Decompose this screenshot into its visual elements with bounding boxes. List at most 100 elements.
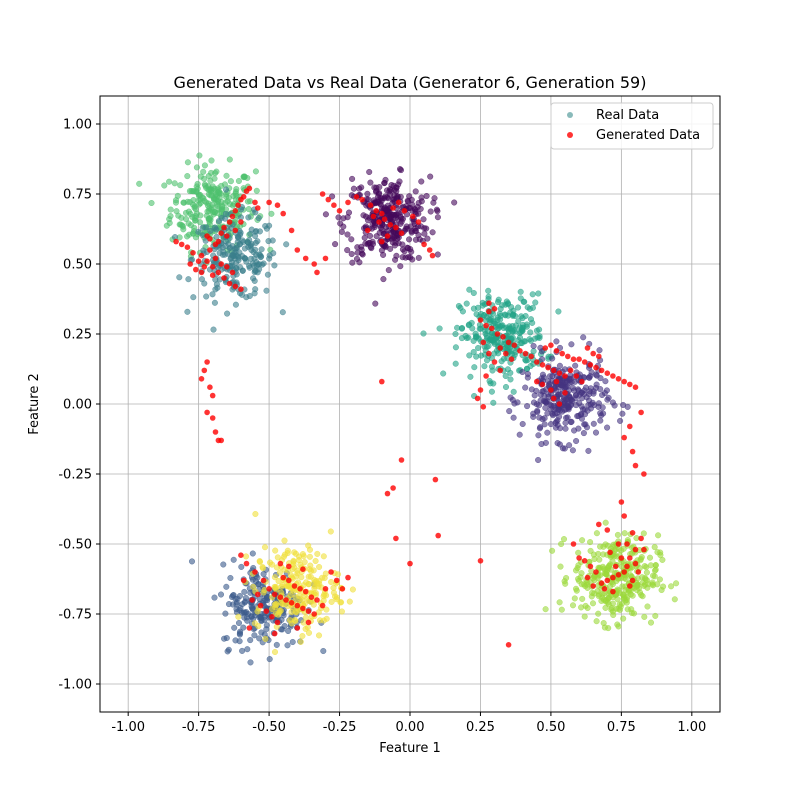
real-data-point xyxy=(524,304,531,311)
x-tick-label: 1.00 xyxy=(677,720,706,735)
real-data-point xyxy=(241,588,248,595)
generated-data-point xyxy=(570,356,577,363)
real-data-point xyxy=(203,224,210,231)
real-data-point xyxy=(194,180,201,187)
real-data-point xyxy=(380,276,387,283)
generated-data-point xyxy=(193,266,199,273)
generated-data-point xyxy=(240,194,247,200)
generated-data-point xyxy=(587,362,594,368)
real-data-point xyxy=(211,224,219,231)
generated-data-point xyxy=(584,345,591,351)
real-data-point xyxy=(196,219,204,226)
real-data-point xyxy=(225,601,233,608)
real-data-point xyxy=(225,646,232,653)
real-data-point xyxy=(278,599,285,606)
generated-data-point xyxy=(190,250,196,256)
real-data-point xyxy=(388,235,395,242)
real-data-point xyxy=(305,542,312,549)
real-data-point xyxy=(560,536,568,543)
real-data-point xyxy=(232,637,239,644)
real-data-point xyxy=(488,388,495,395)
generated-data-point xyxy=(596,353,602,360)
generated-data-point xyxy=(477,387,484,393)
real-data-point xyxy=(650,582,657,589)
generated-data-point xyxy=(364,227,371,234)
real-data-point xyxy=(594,588,601,595)
generated-data-point xyxy=(629,577,636,584)
generated-data-point xyxy=(486,350,492,357)
real-data-point xyxy=(241,609,248,616)
real-data-point xyxy=(348,250,355,258)
real-data-point xyxy=(646,554,654,561)
generated-data-point xyxy=(610,588,616,595)
real-data-point xyxy=(619,410,626,417)
real-data-point xyxy=(372,188,380,195)
generated-data-point xyxy=(300,566,306,572)
real-data-point xyxy=(290,561,297,568)
real-data-point xyxy=(197,173,204,180)
real-data-point xyxy=(271,648,279,656)
real-data-point xyxy=(536,326,543,333)
generated-data-point xyxy=(621,434,627,441)
real-data-point xyxy=(385,267,392,274)
real-data-point xyxy=(270,250,277,257)
legend: Real Data Generated Data xyxy=(550,102,714,150)
generated-data-point xyxy=(480,339,487,346)
generated-data-point xyxy=(573,373,580,379)
generated-data-point xyxy=(638,535,644,542)
generated-data-point xyxy=(373,208,380,214)
real-data-point xyxy=(553,418,560,425)
real-data-point xyxy=(185,276,192,283)
generated-data-point xyxy=(263,608,270,614)
generated-data-point xyxy=(545,364,551,371)
real-data-point xyxy=(537,344,544,351)
real-data-point xyxy=(556,413,563,420)
generated-data-point xyxy=(553,348,560,354)
real-data-point xyxy=(530,348,537,355)
real-data-point xyxy=(193,188,200,195)
real-data-point xyxy=(188,558,196,565)
real-data-point xyxy=(618,563,625,570)
real-data-point xyxy=(638,554,645,561)
generated-data-point xyxy=(379,378,385,385)
real-data-point xyxy=(322,211,329,218)
real-data-point xyxy=(300,619,307,626)
generated-data-point xyxy=(271,591,278,598)
real-data-point xyxy=(177,182,184,189)
real-data-point xyxy=(578,389,586,396)
real-data-point xyxy=(490,399,497,406)
real-data-point xyxy=(602,378,609,385)
real-data-point xyxy=(399,254,406,261)
real-data-point xyxy=(304,624,311,631)
real-data-point xyxy=(466,352,473,359)
real-data-point xyxy=(586,391,593,398)
generated-data-point xyxy=(607,549,613,556)
generated-data-point xyxy=(232,208,239,214)
real-data-point xyxy=(200,168,207,175)
generated-data-point xyxy=(345,199,351,206)
real-data-point xyxy=(616,601,623,608)
real-data-point xyxy=(196,201,203,208)
generated-data-point xyxy=(266,199,272,206)
real-data-point xyxy=(239,647,246,654)
real-data-point xyxy=(544,429,551,436)
generated-data-point xyxy=(302,588,309,595)
real-data-point xyxy=(618,547,625,554)
real-data-point xyxy=(195,228,202,235)
generated-data-point xyxy=(407,560,413,567)
generated-data-point xyxy=(604,370,611,377)
generated-data-point xyxy=(367,202,374,208)
real-data-point xyxy=(271,262,278,269)
real-data-point xyxy=(220,561,227,568)
real-data-point xyxy=(236,241,243,248)
real-data-point xyxy=(386,188,393,195)
real-data-point xyxy=(656,576,663,583)
real-data-point xyxy=(330,584,337,591)
generated-data-point xyxy=(598,367,605,374)
real-data-point xyxy=(509,327,516,334)
real-data-point xyxy=(468,319,475,326)
generated-data-point xyxy=(491,306,498,312)
generated-data-point xyxy=(184,244,191,250)
real-data-point xyxy=(519,420,526,428)
real-data-point xyxy=(166,178,173,185)
